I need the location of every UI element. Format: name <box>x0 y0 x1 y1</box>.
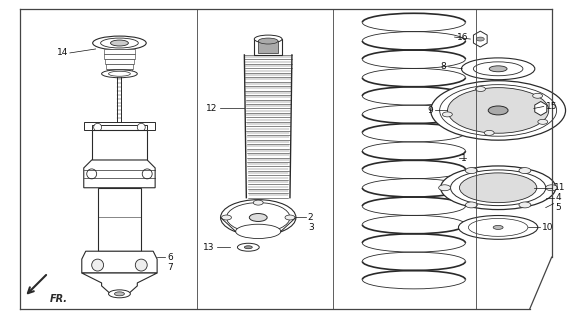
Ellipse shape <box>101 38 139 48</box>
Polygon shape <box>82 273 157 294</box>
Ellipse shape <box>475 86 486 92</box>
Ellipse shape <box>442 112 453 117</box>
Polygon shape <box>84 160 155 188</box>
Circle shape <box>135 259 147 271</box>
Ellipse shape <box>477 37 484 41</box>
Ellipse shape <box>221 200 296 235</box>
Bar <box>258 41 278 53</box>
Text: 13: 13 <box>203 243 215 252</box>
Bar <box>106 64 133 69</box>
Bar <box>107 69 132 73</box>
Ellipse shape <box>545 185 557 191</box>
Text: 4: 4 <box>556 193 561 202</box>
Ellipse shape <box>439 85 557 136</box>
Polygon shape <box>84 122 155 130</box>
Ellipse shape <box>488 106 508 115</box>
Ellipse shape <box>462 58 535 80</box>
Text: 8: 8 <box>441 62 446 71</box>
Ellipse shape <box>254 35 282 43</box>
Ellipse shape <box>111 40 128 46</box>
Ellipse shape <box>519 202 531 208</box>
Ellipse shape <box>439 185 450 191</box>
Text: 11: 11 <box>553 183 565 192</box>
Ellipse shape <box>253 230 263 235</box>
Ellipse shape <box>101 70 137 78</box>
Text: 2: 2 <box>308 213 314 222</box>
Ellipse shape <box>489 66 507 72</box>
Text: 5: 5 <box>556 203 561 212</box>
Text: 6: 6 <box>167 253 173 262</box>
Ellipse shape <box>538 119 548 124</box>
Bar <box>92 130 147 160</box>
Text: 7: 7 <box>167 263 173 272</box>
Ellipse shape <box>519 168 531 173</box>
Ellipse shape <box>222 215 231 220</box>
Ellipse shape <box>258 38 278 44</box>
Ellipse shape <box>533 93 543 98</box>
Ellipse shape <box>115 292 124 296</box>
Circle shape <box>92 259 104 271</box>
Text: 12: 12 <box>206 104 218 113</box>
Ellipse shape <box>249 213 267 221</box>
Ellipse shape <box>226 203 290 232</box>
Ellipse shape <box>458 215 538 239</box>
Ellipse shape <box>447 88 549 133</box>
Ellipse shape <box>469 219 528 236</box>
Text: 10: 10 <box>542 223 553 232</box>
Bar <box>254 39 282 55</box>
Circle shape <box>93 123 101 131</box>
Ellipse shape <box>245 246 253 249</box>
Ellipse shape <box>450 170 545 206</box>
Ellipse shape <box>253 200 263 205</box>
Ellipse shape <box>466 168 477 173</box>
Text: 3: 3 <box>308 223 314 232</box>
Text: 15: 15 <box>545 102 557 111</box>
Text: 14: 14 <box>56 48 68 57</box>
Ellipse shape <box>108 290 131 298</box>
Ellipse shape <box>93 36 146 50</box>
Text: 9: 9 <box>427 106 433 115</box>
Text: 16: 16 <box>457 33 468 42</box>
Ellipse shape <box>459 173 537 203</box>
Bar <box>97 188 141 251</box>
Ellipse shape <box>238 243 259 251</box>
Text: 1: 1 <box>461 154 466 163</box>
Bar <box>104 49 135 54</box>
Ellipse shape <box>466 202 477 208</box>
Ellipse shape <box>431 81 565 140</box>
Ellipse shape <box>235 224 281 238</box>
Circle shape <box>142 169 152 179</box>
Ellipse shape <box>108 71 131 76</box>
Ellipse shape <box>441 166 556 210</box>
Text: FR.: FR. <box>50 294 68 304</box>
Bar <box>104 54 135 59</box>
Ellipse shape <box>484 131 494 135</box>
Polygon shape <box>82 251 157 273</box>
Ellipse shape <box>493 225 503 229</box>
Circle shape <box>87 169 97 179</box>
Ellipse shape <box>285 215 295 220</box>
Circle shape <box>137 123 145 131</box>
Ellipse shape <box>473 62 523 76</box>
Bar <box>105 59 134 64</box>
